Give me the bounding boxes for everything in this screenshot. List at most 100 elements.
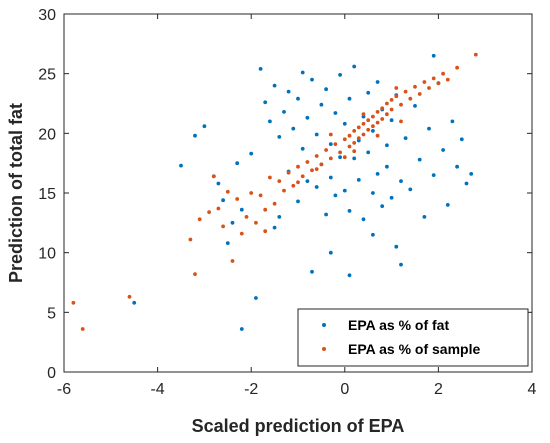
point-sample xyxy=(352,129,357,133)
y-tick-label: 20 xyxy=(38,126,56,143)
point-sample xyxy=(347,133,352,138)
point-sample xyxy=(389,98,394,102)
point-fat xyxy=(413,104,417,108)
y-tick-label: 10 xyxy=(38,246,56,263)
point-sample xyxy=(399,119,403,124)
point-sample xyxy=(296,180,300,185)
point-sample xyxy=(71,300,76,305)
point-fat xyxy=(431,53,436,58)
point-sample xyxy=(431,76,436,81)
x-tick-label: 0 xyxy=(340,381,349,398)
point-fat xyxy=(249,151,254,156)
point-sample xyxy=(263,229,268,234)
point-sample xyxy=(356,125,361,130)
point-sample xyxy=(394,94,399,99)
point-fat xyxy=(272,225,277,230)
point-sample xyxy=(277,179,282,184)
point-sample xyxy=(441,71,445,76)
point-fat xyxy=(132,300,137,305)
point-fat xyxy=(319,102,324,107)
point-sample xyxy=(310,168,314,173)
point-sample xyxy=(291,183,296,188)
point-sample xyxy=(211,174,216,179)
point-fat xyxy=(431,173,436,178)
point-fat xyxy=(328,250,333,255)
point-fat xyxy=(300,146,305,151)
point-fat xyxy=(356,178,361,182)
y-tick-label: 5 xyxy=(47,305,56,322)
tick-layer: -6 -4 -2 0 2 4 0 5 10 15 20 25 30 xyxy=(38,7,536,398)
point-fat xyxy=(459,137,464,142)
point-sample xyxy=(427,86,431,90)
point-fat xyxy=(338,73,342,77)
point-fat xyxy=(342,188,347,193)
y-tick-label: 0 xyxy=(47,365,56,382)
point-fat xyxy=(469,172,474,176)
y-tick-label: 25 xyxy=(38,67,56,84)
point-fat xyxy=(417,157,422,162)
point-fat xyxy=(385,164,389,169)
point-fat xyxy=(314,132,319,137)
point-sample xyxy=(436,81,441,86)
point-sample xyxy=(314,154,319,158)
point-sample xyxy=(296,164,300,169)
point-sample xyxy=(225,189,230,194)
point-sample xyxy=(385,101,389,106)
point-sample xyxy=(352,149,357,154)
point-sample xyxy=(403,89,408,94)
point-fat xyxy=(371,232,375,237)
point-fat xyxy=(333,193,338,198)
point-sample xyxy=(239,231,244,236)
point-fat xyxy=(263,100,268,105)
point-fat xyxy=(296,199,300,204)
point-fat xyxy=(258,67,263,71)
point-fat xyxy=(300,70,305,75)
point-fat xyxy=(296,96,300,101)
point-sample xyxy=(249,191,254,195)
point-sample xyxy=(352,141,357,145)
point-fat xyxy=(371,191,375,195)
point-fat xyxy=(389,118,394,123)
point-sample xyxy=(286,170,291,175)
point-fat xyxy=(277,135,282,139)
point-sample xyxy=(254,220,258,225)
point-fat xyxy=(202,124,207,129)
point-sample xyxy=(380,106,385,111)
point-fat xyxy=(324,212,328,217)
point-fat xyxy=(328,175,333,180)
point-sample xyxy=(371,124,375,129)
point-fat xyxy=(342,121,347,126)
point-sample xyxy=(300,174,305,179)
point-sample xyxy=(399,102,403,107)
point-fat xyxy=(366,150,371,155)
point-fat xyxy=(445,203,450,207)
point-fat xyxy=(254,296,258,300)
point-sample xyxy=(356,136,361,141)
point-fat xyxy=(347,273,352,278)
point-fat xyxy=(310,269,314,274)
point-fat xyxy=(324,87,328,92)
point-fat xyxy=(427,126,431,131)
point-sample xyxy=(389,107,394,112)
point-fat xyxy=(310,77,314,82)
point-sample xyxy=(282,188,286,193)
x-tick-label: 4 xyxy=(528,381,537,398)
point-fat xyxy=(352,156,357,161)
point-sample xyxy=(328,132,333,137)
point-fat xyxy=(450,119,455,124)
point-fat xyxy=(333,111,338,115)
point-sample xyxy=(371,114,375,119)
legend-label-fat: EPA as % of fat xyxy=(348,317,449,333)
y-tick-label: 15 xyxy=(38,186,56,203)
point-fat xyxy=(399,262,403,267)
point-fat xyxy=(347,96,352,101)
point-sample xyxy=(445,77,450,82)
x-tick-label: -4 xyxy=(150,381,164,398)
point-sample xyxy=(197,217,202,222)
point-fat xyxy=(371,129,375,133)
point-sample xyxy=(366,118,371,123)
point-fat xyxy=(375,80,380,84)
point-fat xyxy=(422,215,427,219)
x-tick-label: -2 xyxy=(244,381,258,398)
points-layer xyxy=(71,52,478,331)
